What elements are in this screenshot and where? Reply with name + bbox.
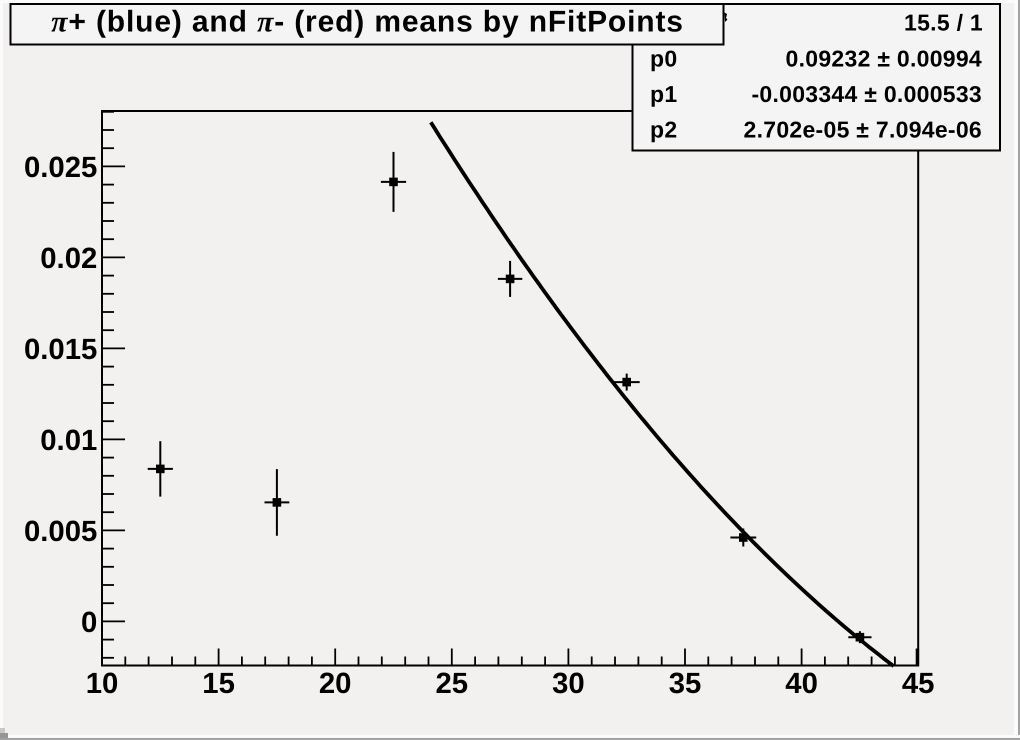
svg-text:π+ (blue) and π- (red) means b: π+ (blue) and π- (red) means by nFitPoin… bbox=[51, 6, 684, 39]
svg-text:0: 0 bbox=[81, 606, 97, 639]
svg-text:30: 30 bbox=[552, 667, 585, 700]
svg-text:0.015: 0.015 bbox=[24, 333, 97, 366]
svg-text:15.5 / 1: 15.5 / 1 bbox=[904, 10, 983, 36]
svg-text:20: 20 bbox=[319, 667, 352, 700]
svg-text:0.02: 0.02 bbox=[40, 242, 97, 275]
svg-text:10: 10 bbox=[86, 667, 119, 700]
svg-text:2.702e-05 ± 7.094e-06: 2.702e-05 ± 7.094e-06 bbox=[744, 117, 982, 143]
svg-text:p1: p1 bbox=[650, 81, 677, 107]
svg-text:40: 40 bbox=[785, 667, 818, 700]
svg-text:p0: p0 bbox=[650, 45, 677, 71]
svg-text:0.005: 0.005 bbox=[24, 515, 97, 548]
svg-text:35: 35 bbox=[669, 667, 702, 700]
svg-text:25: 25 bbox=[436, 667, 469, 700]
svg-text:p2: p2 bbox=[650, 117, 677, 143]
svg-text:0.09232 ± 0.00994: 0.09232 ± 0.00994 bbox=[786, 45, 982, 71]
svg-text:45: 45 bbox=[902, 667, 935, 700]
svg-text:0.025: 0.025 bbox=[24, 151, 97, 184]
svg-text:-0.003344 ± 0.000533: -0.003344 ± 0.000533 bbox=[751, 81, 982, 107]
svg-text:0.01: 0.01 bbox=[40, 424, 97, 457]
svg-text:15: 15 bbox=[202, 667, 235, 700]
